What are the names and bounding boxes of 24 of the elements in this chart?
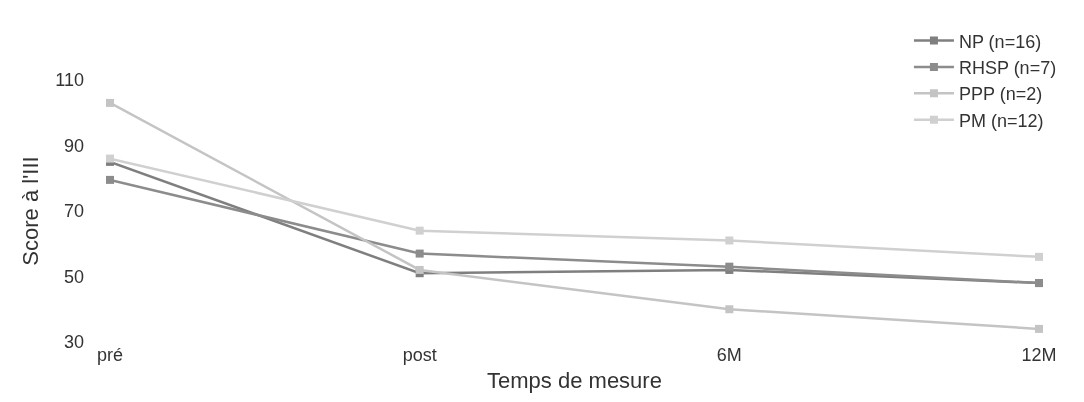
y-tick-label: 70 xyxy=(63,201,84,222)
x-tick-label: 6M xyxy=(716,345,742,365)
point xyxy=(415,265,424,274)
y-axis-title: Score à l'III xyxy=(18,156,44,266)
legend-label: PPP (n=2) xyxy=(958,84,1043,105)
y-tick-label: 50 xyxy=(63,266,84,287)
point xyxy=(1035,252,1043,261)
legend-label: NP (n=16) xyxy=(958,31,1042,52)
y-tick-label: 110 xyxy=(55,70,84,91)
y-tick-label: 30 xyxy=(63,332,84,353)
x-tick-label: 12M xyxy=(1021,345,1057,365)
point xyxy=(725,305,734,314)
legend-label: PM (n=12) xyxy=(958,110,1044,131)
legend-label: RHSP (n=7) xyxy=(958,57,1057,78)
point xyxy=(106,98,114,107)
y-tick-label: 90 xyxy=(63,135,84,156)
x-tick-label: pré xyxy=(96,345,124,365)
point xyxy=(415,249,424,258)
x-axis-title: Temps de mesure xyxy=(487,367,662,393)
point xyxy=(415,226,424,235)
point xyxy=(725,236,734,245)
x-tick-label: post xyxy=(402,345,437,365)
point xyxy=(106,175,114,184)
point xyxy=(1035,324,1043,333)
